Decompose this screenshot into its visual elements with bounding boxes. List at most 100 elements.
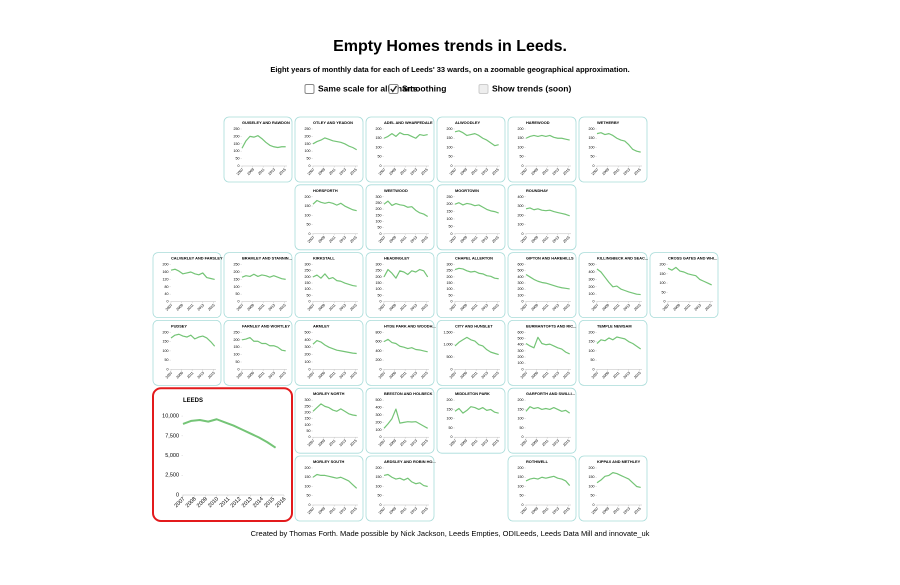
y-tick-label: 500 <box>589 263 595 267</box>
ward-chart[interactable]: HAREWOOD 0 50 100 150 200 2007 2009 2011 2013 2015 <box>507 116 577 183</box>
x-tick-label: 2015 <box>704 303 712 311</box>
y-tick-label: 50 <box>378 155 382 159</box>
x-tick-label: 2015 <box>633 168 641 176</box>
ward-chart[interactable]: GIPTON AND HAREHILLS 0 100 200 300 400 500 600 2… <box>507 252 577 319</box>
y-tick-label: 150 <box>305 475 311 479</box>
x-tick-label: 2009 <box>459 235 467 243</box>
x-tick-label: 2015 <box>349 235 357 243</box>
checkbox-label[interactable]: Smoothing <box>402 83 446 93</box>
trend-line <box>170 333 216 347</box>
ward-chart[interactable]: BURMANTOFTS AND RIC... 0 100 200 300 400 500 60… <box>507 319 577 386</box>
ward-chart[interactable]: WETHERBY 0 50 100 150 200 2007 2009 2011 2013 2015 <box>578 116 648 183</box>
x-tick-label: 2011 <box>399 371 407 379</box>
y-tick-label: 200 <box>589 285 595 289</box>
x-tick-label: 2009 <box>601 168 609 176</box>
checkbox[interactable] <box>304 84 315 94</box>
checkbox[interactable] <box>388 84 399 94</box>
y-tick-label: 150 <box>376 136 382 140</box>
y-tick-label: 200 <box>305 466 311 470</box>
trend-line <box>596 472 641 489</box>
x-tick-label: 2009 <box>246 168 254 176</box>
trend-line <box>312 137 357 151</box>
x-tick-label: 2013 <box>481 235 489 243</box>
y-tick-label: 0 <box>522 435 524 439</box>
y-tick-label: 0 <box>380 164 382 168</box>
x-tick-label: 2015 <box>420 507 428 515</box>
y-tick-label: 100 <box>305 287 311 291</box>
trend-line <box>454 130 499 147</box>
y-tick-label: 50 <box>307 223 311 227</box>
trend-line <box>596 268 641 296</box>
ward-chart[interactable]: BRAMLEY AND STANNIN... 0 50 100 150 200 250 200… <box>223 252 293 319</box>
ward-chart[interactable]: HEADINGLEY 0 50 100 150 200 250 300 2007 2009 2011… <box>365 252 435 319</box>
checkbox-control[interactable]: Smoothing <box>388 83 446 94</box>
chart-title: ARDSLEY AND ROBIN HO... <box>384 459 436 464</box>
y-tick-label: 200 <box>518 355 524 359</box>
x-tick-label: 2013 <box>552 439 560 447</box>
y-tick-label: 200 <box>589 127 595 131</box>
y-tick-label: 250 <box>376 201 382 205</box>
x-tick-label: 2015 <box>491 235 499 243</box>
x-tick-label: 2009 <box>175 371 183 379</box>
x-tick-label: 2011 <box>470 439 478 447</box>
ward-chart[interactable]: MOORTOWN 0 50 100 150 200 250 2007 2009 2011 2013 2… <box>436 184 506 251</box>
y-tick-label: 0 <box>176 492 179 498</box>
x-tick-label: 2015 <box>562 439 570 447</box>
ward-chart[interactable]: ARMLEY 0 100 200 300 400 500 2007 2009 2011 2013 20… <box>294 319 364 386</box>
y-tick-label: 200 <box>518 213 524 217</box>
y-tick-label: 200 <box>518 287 524 291</box>
x-tick-label: 2013 <box>410 507 418 515</box>
x-tick-label: 2007 <box>378 235 386 243</box>
trend-line <box>525 336 570 355</box>
checkmark <box>390 85 398 93</box>
y-tick-label: 0 <box>309 435 311 439</box>
trend-line <box>312 403 357 417</box>
y-tick-label: 50 <box>662 290 666 294</box>
ward-chart[interactable]: ALWOODLEY 0 50 100 150 200 2007 2009 2011 2013 201… <box>436 116 506 183</box>
trend-line <box>241 336 286 352</box>
ward-chart[interactable]: CHAPEL ALLERTON 0 50 100 150 200 250 300 2007 200… <box>436 252 506 319</box>
x-tick-label: 2009 <box>530 507 538 515</box>
ward-chart[interactable]: ROUNDHAY 0 100 200 300 400 2007 2009 2011 2013 201… <box>507 184 577 251</box>
y-tick-label: 150 <box>305 417 311 421</box>
ward-chart[interactable]: HORSFORTH 0 50 100 150 200 2007 2009 2011 2013 201… <box>294 184 364 251</box>
y-tick-label: 300 <box>305 345 311 349</box>
y-tick-label: 0 <box>309 232 311 236</box>
ward-chart[interactable]: KILLINGBECK AND SEAC... 0 100 200 300 400 500 2… <box>578 252 648 319</box>
trend-line <box>182 418 277 449</box>
y-tick-label: 300 <box>305 398 311 402</box>
y-tick-label: 150 <box>447 210 453 214</box>
checkbox-label[interactable]: Same scale for all charts <box>318 83 418 93</box>
y-tick-label: 50 <box>520 494 524 498</box>
checkbox-control[interactable]: Same scale for all charts <box>304 83 418 94</box>
x-tick-label: 2013 <box>694 303 702 311</box>
x-tick-label: 2015 <box>278 371 286 379</box>
trend-line <box>241 273 286 280</box>
ward-chart[interactable]: PUDSEY 0 50 100 150 200 2007 2009 2011 2013 2015 <box>152 319 222 386</box>
x-tick-label: 2011 <box>257 168 265 176</box>
ward-chart[interactable]: ROTHWELL 0 50 100 150 200 2007 2009 2011 2013 2015 <box>507 455 577 522</box>
trend-line <box>454 267 499 280</box>
x-tick-label: 2013 <box>410 168 418 176</box>
ward-chart[interactable]: MORLEY SOUTH 0 50 100 150 200 2007 2009 2011 2013… <box>294 455 364 522</box>
ward-chart[interactable]: LEEDS02,5005,0007,50010,0002007200820092… <box>152 387 293 523</box>
y-tick-label: 0 <box>593 300 595 304</box>
y-tick-label: 0 <box>522 300 524 304</box>
